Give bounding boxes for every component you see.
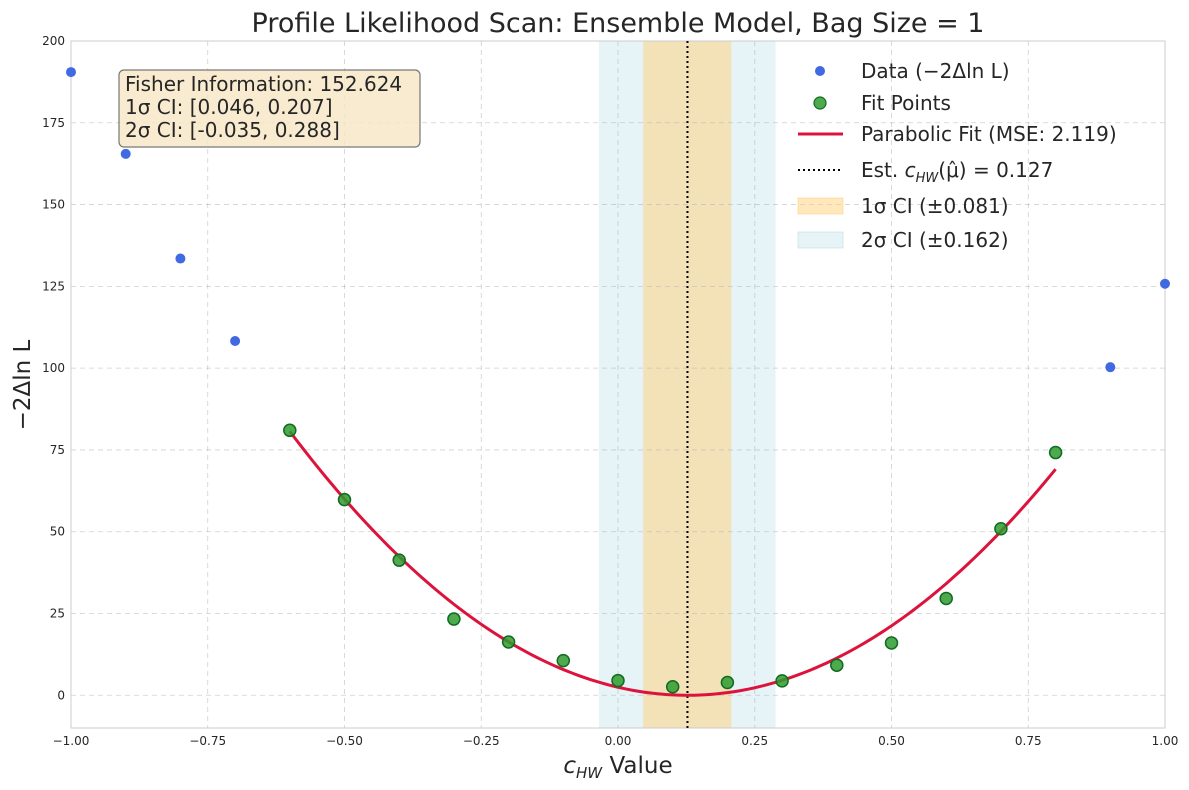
- legend-estimate-prefix: Est.: [861, 158, 905, 182]
- y-tick-label: 100: [42, 361, 65, 375]
- chart-title: Profile Likelihood Scan: Ensemble Model,…: [252, 8, 985, 39]
- x-tick-label: 0.25: [741, 734, 768, 748]
- x-tick-label: −0.50: [326, 734, 363, 748]
- legend-2sigma-swatch: [797, 231, 844, 249]
- legend-1sigma-label: 1σ CI (±0.081): [861, 194, 1009, 218]
- ci-bands: [598, 41, 776, 728]
- fit-point: [556, 653, 571, 668]
- x-tick-label: −1.00: [53, 734, 90, 748]
- legend-estimate-var: c: [905, 158, 916, 182]
- x-tick-label: −0.25: [463, 734, 500, 748]
- info-ci-1sigma: 1σ CI: [0.046, 0.207]: [125, 95, 333, 119]
- data-point: [175, 253, 186, 264]
- fit-point: [830, 658, 844, 672]
- x-tick-label: 0.00: [605, 734, 632, 748]
- info-box-background: [118, 69, 421, 148]
- data-point: [1160, 278, 1170, 289]
- fit-point: [283, 423, 297, 438]
- tick-labels: −1.00 −0.75 −0.50 −0.25 0.00 0.25 0.50 0.75 1.00…: [42, 34, 1178, 748]
- info-box: Fisher Information: 152.624 1σ CI: [0.04…: [118, 69, 421, 148]
- plot-frame: [70, 40, 1166, 729]
- parabolic-fit-curve: [288, 430, 1057, 697]
- legend-fit-points-label: Fit Points: [861, 91, 951, 115]
- x-axis-label-rest: Value: [602, 753, 672, 779]
- ci-band-1sigma: [643, 41, 732, 728]
- x-axis-label-sub: HW: [576, 764, 603, 782]
- fit-point: [392, 553, 406, 567]
- info-ci-2sigma: 2σ CI: [-0.035, 0.288]: [125, 118, 340, 142]
- data-point: [1105, 362, 1116, 373]
- fit-point: [665, 680, 680, 694]
- x-tick-label: 0.50: [878, 734, 905, 748]
- fit-point: [720, 675, 735, 690]
- y-tick-label: 75: [50, 443, 65, 457]
- fit-point: [994, 522, 1008, 536]
- y-tick-label: 150: [42, 198, 65, 212]
- data-point: [230, 335, 241, 346]
- fit-point: [447, 612, 461, 626]
- fit-point: [1048, 445, 1063, 460]
- fit-point: [884, 636, 899, 650]
- info-fisher: Fisher Information: 152.624: [125, 72, 402, 96]
- fit-point: [939, 591, 953, 606]
- legend-2sigma-label: 2σ CI (±0.162): [861, 228, 1009, 252]
- legend-fit-points-marker: [813, 96, 827, 110]
- data-point: [66, 67, 76, 78]
- x-tick-label: −0.75: [189, 734, 226, 748]
- y-tick-label: 25: [50, 607, 65, 621]
- legend-estimate-arg: (μ̂) = 0.127: [938, 158, 1053, 182]
- legend-data-marker: [815, 66, 825, 76]
- data-points: [66, 67, 1170, 694]
- y-tick-label: 200: [42, 34, 65, 48]
- fit-point: [611, 673, 625, 688]
- y-axis-label: −2Δln L: [10, 339, 36, 430]
- legend-data-label: Data (−2Δln L): [861, 59, 1010, 83]
- x-axis-label-var: c: [563, 753, 576, 779]
- legend: Data (−2Δln L) Fit Points Parabolic Fit …: [797, 59, 1117, 252]
- y-tick-label: 0: [57, 688, 65, 702]
- legend-estimate-sub: HW: [916, 171, 940, 186]
- fit-point: [337, 492, 352, 507]
- legend-1sigma-swatch: [797, 197, 844, 215]
- fit-point: [501, 635, 516, 649]
- y-tick-label: 175: [42, 116, 65, 130]
- data-point: [120, 148, 131, 159]
- fit-point: [775, 674, 789, 688]
- x-tick-label: 0.75: [1015, 734, 1042, 748]
- x-tick-label: 1.00: [1152, 734, 1179, 748]
- y-tick-label: 125: [42, 279, 65, 293]
- x-axis-label: cHW Value: [563, 753, 672, 782]
- legend-estimate-label: Est. cHW(μ̂) = 0.127: [861, 158, 1053, 186]
- legend-fit-label: Parabolic Fit (MSE: 2.119): [861, 122, 1117, 146]
- y-tick-label: 50: [50, 525, 65, 539]
- fit-curve-group: [288, 430, 1057, 697]
